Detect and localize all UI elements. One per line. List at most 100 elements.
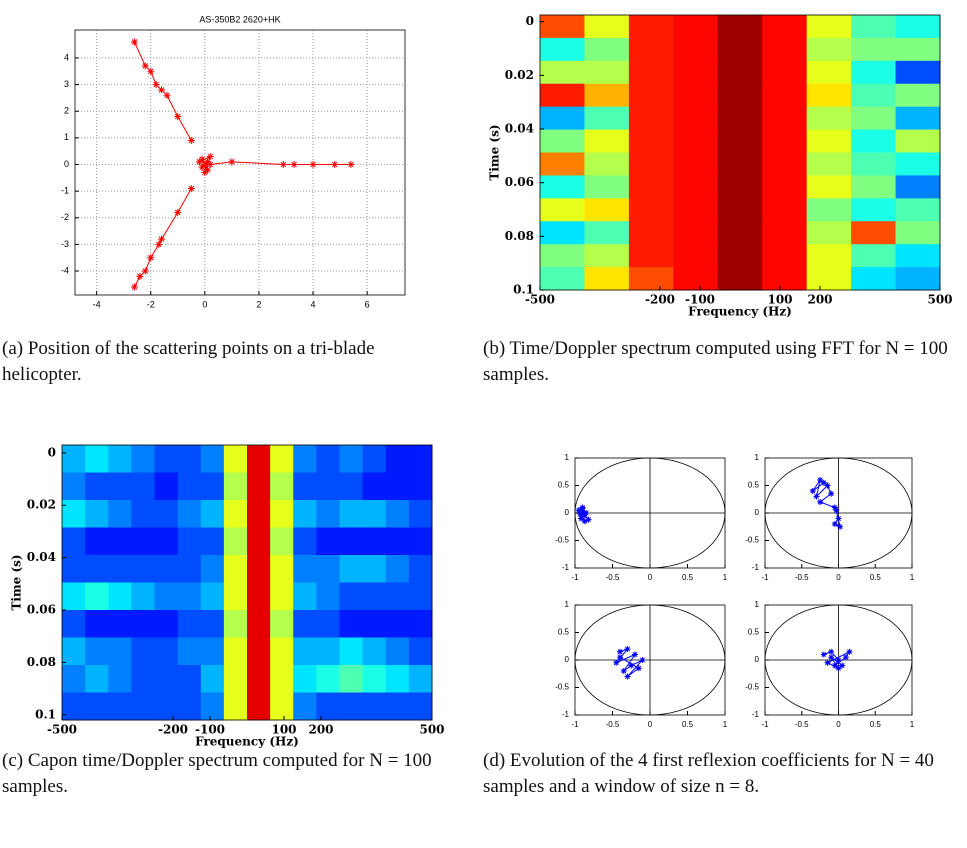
point bbox=[201, 168, 209, 176]
point bbox=[831, 662, 838, 669]
heatmap-cell bbox=[223, 472, 248, 501]
heatmap-cell bbox=[108, 555, 132, 583]
heatmap-cell bbox=[540, 221, 585, 245]
heatmap-cell bbox=[108, 500, 132, 528]
heatmap-cell bbox=[408, 472, 433, 501]
heatmap-cell bbox=[895, 37, 941, 62]
heatmap-cell bbox=[673, 83, 719, 108]
x-tick-label: 100 bbox=[271, 723, 296, 737]
heatmap-cell bbox=[131, 610, 155, 638]
heatmap-cell bbox=[408, 555, 433, 583]
heatmap-cell bbox=[154, 665, 179, 693]
y-tick-label: 1 bbox=[565, 600, 570, 609]
y-tick-label: 0.06 bbox=[505, 175, 534, 189]
x-tick-label: -1 bbox=[571, 573, 579, 582]
point bbox=[820, 479, 827, 486]
heatmap-cell bbox=[293, 527, 317, 556]
point bbox=[158, 235, 166, 243]
heatmap-cell bbox=[385, 637, 410, 666]
point bbox=[835, 515, 842, 522]
y-tick-label: -0.5 bbox=[555, 683, 569, 692]
heatmap-cell bbox=[200, 665, 225, 693]
heatmap-cell bbox=[108, 582, 132, 611]
heatmap-cell bbox=[762, 129, 808, 153]
heatmap-cell bbox=[62, 445, 86, 473]
heatmap-cell bbox=[851, 175, 897, 199]
heatmap-cell bbox=[673, 152, 719, 176]
point bbox=[820, 651, 827, 658]
heatmap-cell bbox=[177, 555, 202, 583]
heatmap-cell bbox=[108, 665, 132, 693]
heatmap-cell bbox=[85, 637, 109, 666]
heatmap-cell bbox=[540, 106, 585, 131]
heatmap-cell bbox=[154, 692, 179, 721]
heatmap-cell bbox=[851, 37, 897, 62]
heatmap-cell bbox=[62, 692, 86, 721]
heatmap-cell bbox=[806, 129, 852, 153]
heatmap-cell bbox=[806, 60, 852, 85]
heatmap-cell bbox=[177, 610, 202, 638]
point bbox=[187, 184, 195, 192]
heatmap-cell bbox=[131, 665, 155, 693]
heatmap-cell bbox=[247, 500, 271, 528]
x-tick-label: 0 bbox=[836, 573, 841, 582]
heatmap-cell bbox=[362, 500, 387, 528]
heatmap-cell bbox=[339, 472, 364, 501]
heatmap-cell bbox=[154, 555, 179, 583]
point bbox=[842, 654, 849, 661]
heatmap-cell bbox=[316, 527, 340, 556]
x-tick-label: 200 bbox=[308, 723, 333, 737]
point bbox=[163, 91, 171, 99]
point bbox=[585, 516, 592, 523]
heatmap-cell bbox=[270, 610, 294, 638]
x-tick-label: 4 bbox=[311, 299, 316, 309]
heatmap-cell bbox=[316, 610, 340, 638]
heatmap-cell bbox=[247, 555, 271, 583]
heatmap-cell bbox=[584, 37, 630, 62]
point bbox=[632, 651, 638, 658]
heatmap-cell bbox=[673, 244, 719, 268]
heatmap-cell bbox=[362, 692, 387, 721]
heatmap-cell bbox=[895, 129, 941, 153]
heatmap-cell bbox=[85, 527, 109, 556]
point bbox=[204, 166, 212, 174]
heatmap-cell bbox=[540, 267, 585, 291]
point bbox=[206, 160, 214, 168]
heatmap-cell bbox=[540, 83, 585, 108]
heatmap-cell bbox=[628, 152, 674, 176]
heatmap-cell bbox=[673, 60, 719, 85]
heatmap-cell bbox=[131, 527, 155, 556]
point bbox=[846, 648, 853, 655]
y-tick-label: 2 bbox=[64, 106, 69, 116]
heatmap-cell bbox=[200, 500, 225, 528]
heatmap-cell bbox=[316, 555, 340, 583]
point bbox=[831, 504, 838, 511]
x-axis-label: Frequency (Hz) bbox=[688, 305, 792, 319]
heatmap-cell bbox=[200, 582, 225, 611]
heatmap-cell bbox=[717, 83, 763, 108]
heatmap-cell bbox=[200, 445, 225, 473]
heatmap-cell bbox=[62, 500, 86, 528]
plot-frame bbox=[539, 14, 941, 291]
heatmap-cell bbox=[540, 244, 585, 268]
heatmap-cell bbox=[673, 175, 719, 199]
point bbox=[624, 646, 631, 652]
point bbox=[833, 507, 840, 514]
point bbox=[204, 158, 212, 166]
y-tick-label: -3 bbox=[61, 239, 69, 249]
heatmap-cell bbox=[62, 472, 86, 501]
heatmap-cell bbox=[851, 60, 897, 85]
point bbox=[155, 240, 163, 248]
heatmap-cell bbox=[385, 610, 410, 638]
y-tick-label: 3 bbox=[64, 79, 69, 89]
y-tick-label: 0.5 bbox=[748, 481, 760, 490]
heatmap-cell bbox=[806, 221, 852, 245]
heatmap-cell bbox=[851, 83, 897, 108]
heatmap-cell bbox=[362, 472, 387, 501]
heatmap-cell bbox=[408, 527, 433, 556]
x-tick-label: -500 bbox=[47, 723, 77, 737]
heatmap-cell bbox=[339, 665, 364, 693]
heatmap-cell bbox=[154, 500, 179, 528]
heatmap-cell bbox=[108, 610, 132, 638]
